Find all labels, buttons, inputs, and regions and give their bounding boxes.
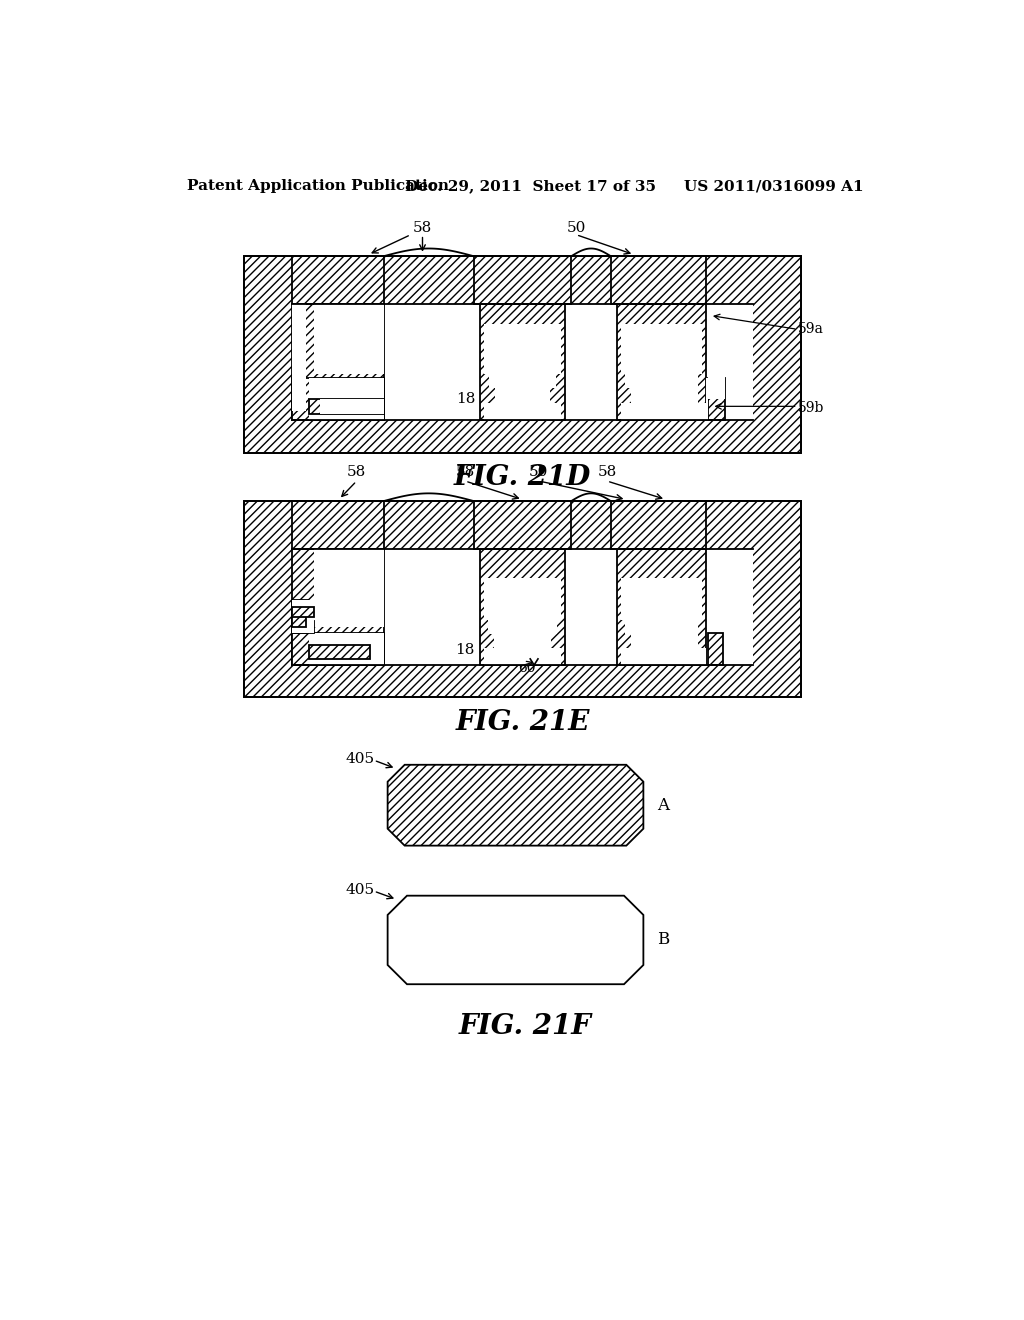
Bar xyxy=(292,599,314,632)
Text: Patent Application Publication: Patent Application Publication xyxy=(187,180,449,193)
Bar xyxy=(474,502,571,549)
Bar xyxy=(708,378,725,420)
Bar xyxy=(621,404,707,420)
Text: FIG. 21E: FIG. 21E xyxy=(456,709,590,737)
Text: FIG. 21F: FIG. 21F xyxy=(459,1014,591,1040)
Text: 50: 50 xyxy=(566,220,586,235)
Bar xyxy=(292,599,308,623)
Bar xyxy=(489,374,556,388)
Bar xyxy=(480,549,565,665)
Text: 50: 50 xyxy=(529,466,549,479)
Text: US 2011/0316099 A1: US 2011/0316099 A1 xyxy=(684,180,864,193)
Bar xyxy=(292,622,314,632)
Bar xyxy=(480,304,565,420)
Bar xyxy=(707,378,708,420)
Bar xyxy=(292,549,384,665)
Bar xyxy=(245,256,801,453)
Bar xyxy=(292,304,384,420)
Bar xyxy=(621,323,702,374)
Bar xyxy=(625,620,698,635)
Text: 405: 405 xyxy=(345,751,374,766)
Text: 18: 18 xyxy=(455,643,474,656)
Text: 405: 405 xyxy=(345,883,374,896)
Bar xyxy=(309,399,384,414)
Bar xyxy=(483,323,561,374)
Text: Dec. 29, 2011  Sheet 17 of 35: Dec. 29, 2011 Sheet 17 of 35 xyxy=(406,180,656,193)
Bar xyxy=(314,549,384,627)
Bar xyxy=(309,378,384,420)
Bar xyxy=(483,648,561,665)
Bar xyxy=(708,632,723,665)
Text: 58: 58 xyxy=(456,466,475,479)
Bar xyxy=(292,304,306,411)
Bar xyxy=(494,635,551,648)
Bar xyxy=(631,388,698,404)
Text: 18: 18 xyxy=(457,392,475,405)
Bar xyxy=(617,549,707,665)
Bar xyxy=(708,376,725,399)
Polygon shape xyxy=(388,764,643,846)
Text: B: B xyxy=(657,932,670,949)
Bar xyxy=(309,645,370,659)
Bar xyxy=(245,502,801,697)
Bar xyxy=(292,502,384,549)
Bar xyxy=(631,635,698,648)
Bar xyxy=(487,620,557,635)
Bar xyxy=(245,256,801,453)
Bar xyxy=(611,256,707,304)
Polygon shape xyxy=(388,896,643,985)
Bar xyxy=(292,610,306,627)
Bar xyxy=(292,378,384,420)
Bar xyxy=(611,502,707,549)
Text: 60: 60 xyxy=(518,661,537,675)
Text: 58: 58 xyxy=(413,220,432,235)
Bar xyxy=(621,648,707,665)
Bar xyxy=(292,304,753,420)
Bar xyxy=(496,388,550,404)
Bar xyxy=(621,578,702,620)
Bar xyxy=(309,632,384,665)
Text: 58: 58 xyxy=(347,466,367,479)
Text: 59b: 59b xyxy=(798,401,824,414)
Text: A: A xyxy=(657,797,670,813)
Text: FIG. 21D: FIG. 21D xyxy=(454,465,591,491)
Bar xyxy=(474,256,571,304)
Text: 59a: 59a xyxy=(798,322,823,337)
Bar xyxy=(292,607,314,616)
Bar xyxy=(483,404,561,420)
Bar xyxy=(292,549,753,665)
Bar xyxy=(245,502,801,697)
Bar xyxy=(321,399,384,414)
Bar xyxy=(292,632,384,665)
Bar xyxy=(625,374,698,388)
Bar xyxy=(617,304,707,420)
Text: 58: 58 xyxy=(597,466,616,479)
Bar xyxy=(292,256,384,304)
Bar xyxy=(314,304,384,374)
Bar xyxy=(483,578,561,620)
